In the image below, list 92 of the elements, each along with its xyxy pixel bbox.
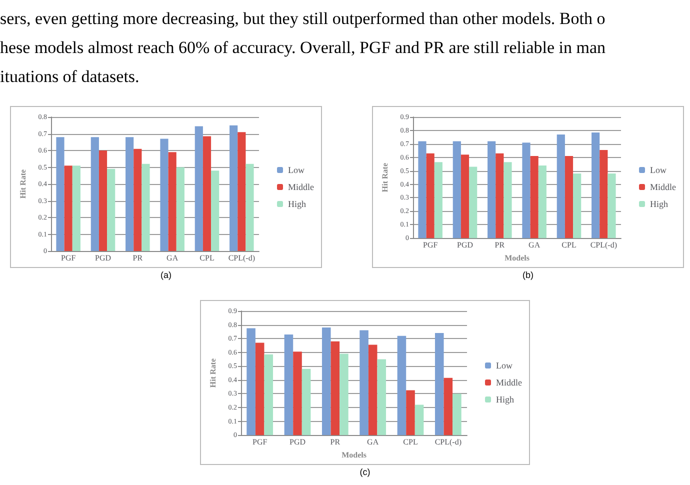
bar: [434, 162, 442, 238]
legend-label: High: [650, 199, 668, 209]
legend-label: High: [496, 394, 514, 404]
bar: [142, 164, 150, 251]
bar: [414, 404, 424, 436]
x-tick-label: PR: [132, 254, 144, 262]
bar: [90, 137, 99, 251]
bar: [264, 354, 274, 436]
x-tick-label: PGF: [422, 240, 438, 250]
x-tick-label: CPL(-d): [434, 438, 462, 447]
text: ituations of datasets.: [0, 66, 140, 88]
bar: [194, 126, 203, 251]
x-tick-label: PGD: [289, 438, 306, 447]
text: hese models almost reach 60% of accuracy. Overall, PGF and PR are still reliable in man: [0, 37, 607, 59]
y-axis-title: Hit Rate: [208, 358, 218, 388]
bar: [64, 166, 72, 251]
legend-label: Low: [496, 360, 513, 370]
y-axis-title: Hit Rate: [380, 162, 390, 192]
legend-label: Middle: [496, 378, 522, 388]
bar: [246, 164, 254, 251]
legend-label: High: [288, 199, 306, 209]
bar: [418, 141, 426, 238]
x-tick-label: PGD: [456, 240, 474, 250]
bar: [522, 142, 530, 238]
legend-label: Low: [650, 165, 667, 175]
bar: [504, 162, 512, 238]
text: sers, even getting more decreasing, but they still outperformed than other models. Both o: [0, 8, 606, 30]
bar: [360, 330, 368, 436]
bar: [434, 333, 444, 436]
bar: [397, 336, 406, 436]
bar: [496, 153, 504, 238]
bar: [460, 154, 470, 238]
bar: [293, 352, 302, 436]
bar: [452, 141, 461, 238]
bar: [469, 166, 478, 238]
text: (c): [358, 467, 372, 477]
x-tick-label: PGF: [60, 254, 76, 262]
x-tick-label: CPL: [562, 240, 576, 250]
text: (a): [160, 270, 172, 280]
bar: [107, 168, 116, 251]
x-tick-label: PR: [330, 438, 341, 447]
x-tick-label: PR: [494, 240, 506, 250]
x-tick-label: CPL(-d): [590, 240, 618, 250]
bar: [255, 342, 264, 436]
bar: [377, 359, 386, 436]
bar: [600, 150, 608, 238]
y-axis-title: Hit Rate: [18, 169, 28, 199]
bar: [444, 378, 453, 436]
bar: [452, 394, 462, 436]
x-tick-label: CPL: [403, 438, 418, 447]
bar: [56, 137, 64, 251]
bar: [538, 165, 546, 238]
bar: [230, 125, 238, 251]
x-tick-label: PGF: [252, 438, 268, 447]
bar: [302, 368, 311, 436]
legend-label: Middle: [288, 182, 314, 192]
bar: [284, 334, 294, 436]
bar: [176, 167, 184, 251]
x-tick-label: CPL(-d): [228, 254, 256, 262]
bar: [211, 170, 220, 251]
bar: [98, 150, 108, 251]
x-tick-label: GA: [528, 240, 540, 250]
bar: [592, 132, 600, 238]
x-axis-title: Models: [504, 254, 530, 262]
bar: [608, 174, 616, 238]
x-tick-label: PGD: [94, 254, 112, 262]
bar: [530, 156, 538, 238]
bar: [426, 153, 434, 238]
bar: [168, 152, 176, 251]
x-tick-label: GA: [367, 438, 379, 447]
bar: [564, 156, 574, 238]
bar: [406, 390, 415, 436]
text: (b): [522, 270, 534, 280]
legend-label: Low: [288, 165, 305, 175]
bar: [330, 341, 340, 436]
legend-label: Middle: [650, 182, 676, 192]
x-tick-label: GA: [166, 254, 178, 262]
x-axis-title: Models: [342, 450, 366, 460]
bar: [368, 344, 378, 436]
bar: [246, 328, 256, 436]
bar: [573, 174, 582, 238]
bar: [134, 148, 142, 251]
bar: [126, 137, 134, 251]
bar: [340, 354, 348, 436]
bar: [72, 166, 80, 251]
bar: [556, 134, 565, 238]
bar: [238, 132, 246, 251]
x-tick-label: CPL: [200, 254, 214, 262]
bar: [322, 328, 331, 436]
bar: [160, 138, 168, 251]
bar: [202, 136, 212, 251]
bar: [488, 141, 496, 238]
